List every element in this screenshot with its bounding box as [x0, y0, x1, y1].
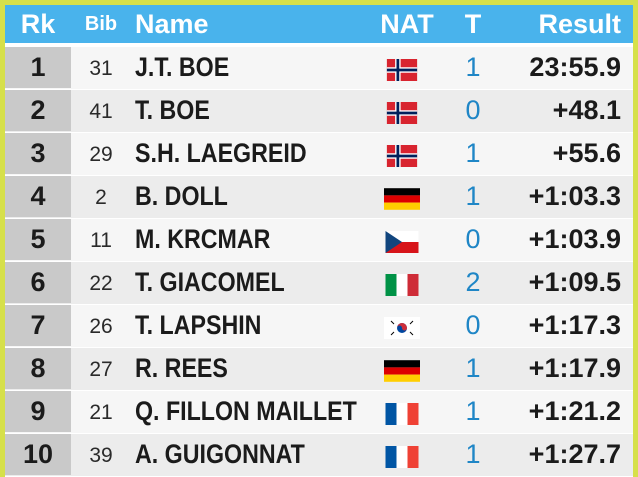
- athlete-name: A. GUIGONNAT: [135, 439, 305, 469]
- table-row[interactable]: 4 2 B. DOLL 1 +1:03.3: [5, 176, 633, 219]
- france-flag-icon: [384, 403, 420, 425]
- header-name: Name: [135, 9, 209, 39]
- result-time: +1:17.3: [528, 310, 621, 340]
- penalty-count: 0: [465, 224, 481, 254]
- penalty-count: 1: [465, 353, 481, 383]
- table-row[interactable]: 10 39 A. GUIGONNAT 1 +1:27.7: [5, 434, 633, 477]
- table-row[interactable]: 9 21 Q. FILLON MAILLET 1 +1:21.2: [5, 391, 633, 434]
- table-row[interactable]: 6 22 T. GIACOMEL 2 +1:09.5: [5, 262, 633, 305]
- rank-cell: 5: [5, 219, 71, 260]
- bib-cell: 26: [89, 315, 113, 338]
- table-row[interactable]: 8 27 R. REES 1 +1:17.9: [5, 348, 633, 391]
- penalty-count: 1: [465, 181, 481, 211]
- result-time: +1:27.7: [528, 439, 621, 469]
- result-time: 23:55.9: [529, 52, 621, 82]
- germany-flag-icon: [384, 188, 420, 210]
- result-time: +1:03.9: [528, 224, 621, 254]
- table-header: Rk Bib Name NAT T Result: [5, 5, 633, 43]
- rank-cell: 7: [5, 305, 71, 346]
- rank-cell: 4: [5, 176, 71, 217]
- bib-cell: 2: [95, 186, 107, 209]
- penalty-count: 1: [465, 138, 481, 168]
- header-rank: Rk: [20, 9, 56, 39]
- penalty-count: 2: [465, 267, 481, 297]
- bib-cell: 39: [89, 444, 113, 467]
- rank-cell: 9: [5, 391, 71, 432]
- table-row[interactable]: 5 11 M. KRCMAR 0 +1:03.9: [5, 219, 633, 262]
- bib-cell: 41: [89, 100, 113, 123]
- czech-flag-icon: [384, 231, 420, 253]
- athlete-name: R. REES: [135, 353, 228, 383]
- penalty-count: 1: [465, 52, 481, 82]
- norway-flag-icon: [384, 145, 420, 167]
- rank-cell: 10: [5, 434, 71, 475]
- table-row[interactable]: 2 41 T. BOE 0 +48.1: [5, 90, 633, 133]
- athlete-name: M. KRCMAR: [135, 224, 271, 254]
- athlete-name: J.T. BOE: [135, 52, 230, 82]
- south-korea-flag-icon: [384, 317, 420, 339]
- result-time: +1:09.5: [528, 267, 621, 297]
- bib-cell: 11: [90, 229, 112, 252]
- rank-cell: 8: [5, 348, 71, 389]
- result-time: +1:21.2: [528, 396, 621, 426]
- table-row[interactable]: 3 29 S.H. LAEGREID 1 +55.6: [5, 133, 633, 176]
- results-board: Rk Bib Name NAT T Result 1 31 J.T. BOE 1 23:…: [5, 5, 633, 477]
- result-time: +55.6: [552, 138, 621, 168]
- bib-cell: 27: [89, 358, 113, 381]
- table-row[interactable]: 7 26 T. LAPSHIN 0 +1:17.3: [5, 305, 633, 348]
- rank-cell: 3: [5, 133, 71, 174]
- results-list: 1 31 J.T. BOE 1 23:55.9 2 41 T. BOE 0 +48.1 3 29 S.H…: [5, 47, 633, 477]
- france-flag-icon: [384, 446, 420, 468]
- result-time: +1:17.9: [528, 353, 621, 383]
- table-row[interactable]: 1 31 J.T. BOE 1 23:55.9: [5, 47, 633, 90]
- athlete-name: T. LAPSHIN: [135, 310, 262, 340]
- bib-cell: 31: [89, 57, 113, 80]
- header-nat: NAT: [380, 9, 434, 39]
- header-result: Result: [538, 9, 621, 39]
- athlete-name: Q. FILLON MAILLET: [135, 396, 357, 426]
- penalty-count: 1: [465, 396, 481, 426]
- rank-cell: 1: [5, 47, 71, 88]
- italy-flag-icon: [384, 274, 420, 296]
- penalty-count: 1: [465, 439, 481, 469]
- athlete-name: B. DOLL: [135, 181, 228, 211]
- rank-cell: 2: [5, 90, 71, 131]
- header-bib: Bib: [84, 13, 118, 35]
- bib-cell: 22: [89, 272, 113, 295]
- athlete-name: T. BOE: [135, 95, 210, 125]
- rank-cell: 6: [5, 262, 71, 303]
- germany-flag-icon: [384, 360, 420, 382]
- norway-flag-icon: [384, 102, 420, 124]
- penalty-count: 0: [465, 310, 481, 340]
- header-t: T: [464, 9, 482, 39]
- penalty-count: 0: [465, 95, 481, 125]
- norway-flag-icon: [384, 59, 420, 81]
- result-time: +48.1: [552, 95, 621, 125]
- result-time: +1:03.3: [528, 181, 621, 211]
- athlete-name: S.H. LAEGREID: [135, 138, 307, 168]
- athlete-name: T. GIACOMEL: [135, 267, 285, 297]
- bib-cell: 21: [89, 401, 113, 424]
- bib-cell: 29: [89, 143, 113, 166]
